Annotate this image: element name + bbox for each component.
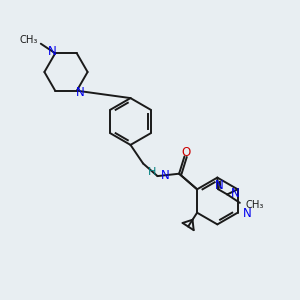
Text: N: N bbox=[75, 86, 84, 99]
Text: CH₃: CH₃ bbox=[20, 35, 38, 45]
Text: H: H bbox=[148, 167, 156, 177]
Text: CH₃: CH₃ bbox=[245, 200, 264, 210]
Text: N: N bbox=[231, 187, 240, 200]
Text: N: N bbox=[242, 207, 251, 220]
Text: O: O bbox=[182, 146, 190, 159]
Text: N: N bbox=[161, 169, 170, 182]
Text: N: N bbox=[48, 45, 57, 58]
Text: N: N bbox=[215, 179, 224, 192]
